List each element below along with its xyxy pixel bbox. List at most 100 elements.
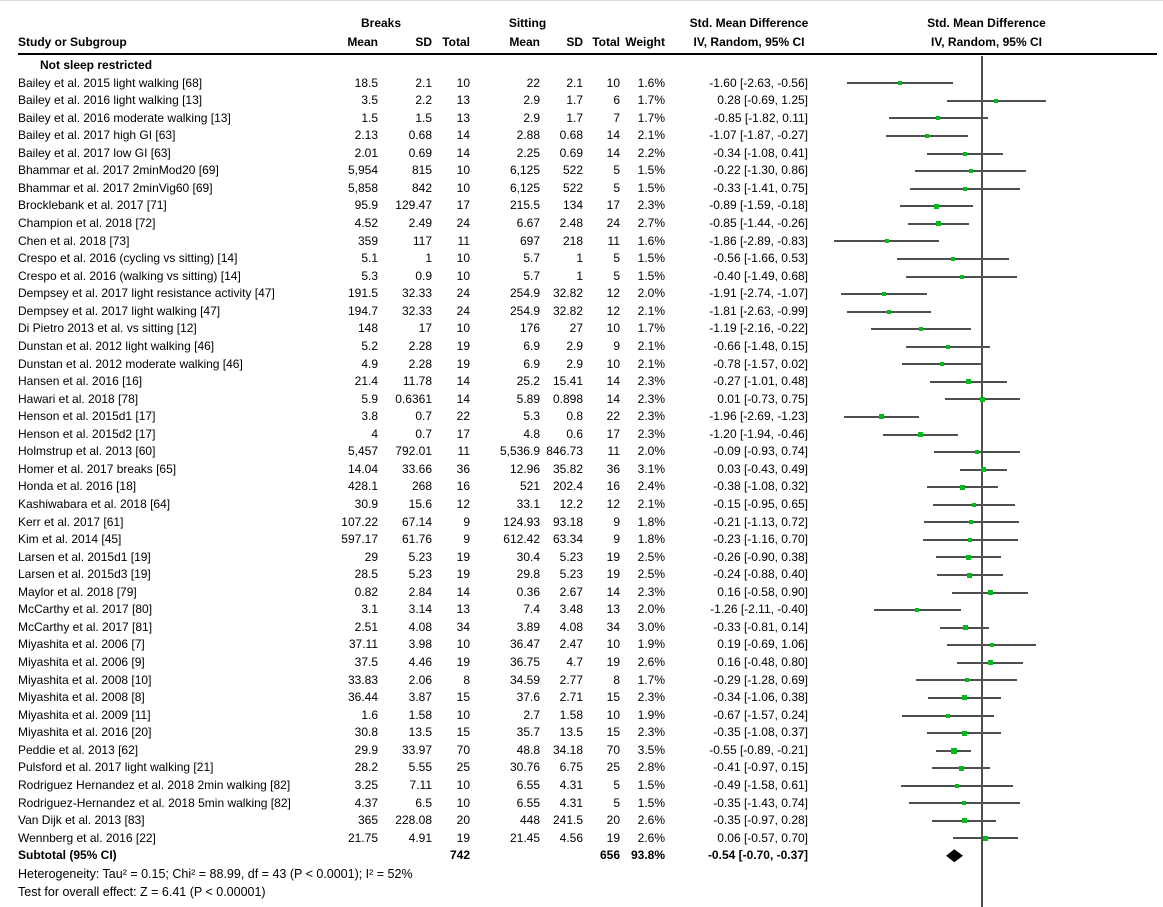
ci-plot-cell (810, 619, 1163, 637)
study-weight: 1.7% (637, 321, 665, 336)
breaks-mean: 2.51 (354, 619, 378, 634)
study-label: Peddie et al. 2013 [62] (18, 742, 139, 757)
point-estimate-marker (879, 414, 884, 420)
study-weight: 1.5% (637, 777, 665, 792)
sitting-sd: 4.08 (559, 619, 583, 634)
sitting-total: 16 (606, 479, 620, 494)
breaks-total: 10 (456, 75, 470, 90)
study-weight: 1.5% (637, 268, 665, 283)
ci-plot-cell (810, 514, 1163, 532)
smd-ci-text: -0.56 [-1.66, 0.53] (713, 251, 808, 266)
sitting-sd: 134 (562, 198, 583, 213)
study-row: McCarthy et al. 2017 [80] 3.1 3.14 13 7.4 3.4… (0, 601, 1163, 619)
sitting-total: 5 (613, 163, 620, 178)
ci-plot-cell (810, 566, 1163, 584)
subgroup-label: Not sleep restricted (40, 58, 153, 72)
breaks-mean: 1.5 (361, 110, 378, 125)
sitting-sd: 3.48 (559, 602, 583, 617)
sitting-sd: 5.23 (559, 567, 583, 582)
ci-plot-cell (810, 320, 1163, 338)
ci-plot-cell (810, 145, 1163, 163)
ci-plot-cell (810, 830, 1163, 848)
breaks-mean: 428.1 (347, 479, 378, 494)
breaks-sd: 129.47 (395, 198, 432, 213)
smd-ci-text: -0.40 [-1.49, 0.68] (713, 268, 808, 283)
smd-ci-text: -0.78 [-1.57, 0.02] (713, 356, 808, 371)
sitting-sd: 1.58 (559, 707, 583, 722)
breaks-total: 15 (456, 690, 470, 705)
subtotal-row: Subtotal (95% CI) 742 656 93.8% -0.54 [-0.70… (0, 847, 1163, 865)
study-weight: 2.5% (637, 567, 665, 582)
breaks-total: 10 (456, 251, 470, 266)
sitting-total: 15 (606, 690, 620, 705)
sitting-sd: 32.82 (552, 303, 583, 318)
sitting-sd: 0.898 (552, 391, 583, 406)
study-row: Dunstan et al. 2012 light walking [46] 5.… (0, 338, 1163, 356)
ci-plot-cell (810, 197, 1163, 215)
breaks-total: 24 (456, 303, 470, 318)
ci-plot-cell (810, 215, 1163, 233)
point-estimate-marker (946, 344, 951, 349)
point-estimate-marker (961, 730, 967, 736)
smd-ci-text: -0.24 [-0.88, 0.40] (713, 567, 808, 582)
breaks-mean: 5.2 (361, 338, 378, 353)
study-label: Miyashita et al. 2008 [8] (18, 690, 145, 705)
point-estimate-marker (882, 292, 886, 297)
study-row: Miyashita et al. 2008 [8] 36.44 3.87 15 37.6… (0, 689, 1163, 707)
study-weight: 2.6% (637, 655, 665, 670)
smd-ci-text: -0.33 [-0.81, 0.14] (713, 619, 808, 634)
ci-plot-cell (810, 584, 1163, 602)
breaks-sd: 5.23 (408, 567, 432, 582)
study-label: Holmstrup et al. 2013 [60] (18, 444, 156, 459)
smd-ci-text: -0.33 [-1.41, 0.75] (713, 180, 808, 195)
sitting-mean: 25.2 (516, 374, 540, 389)
study-row: Bailey et al. 2016 light walking [13] 3.5… (0, 92, 1163, 110)
study-weight: 2.3% (637, 690, 665, 705)
sitting-mean: 5.89 (516, 391, 540, 406)
smd-ci-text: -0.22 [-1.30, 0.86] (713, 163, 808, 178)
smd-ci-text: -0.35 [-0.97, 0.28] (713, 813, 808, 828)
study-row: Crespo et al. 2016 (walking vs sitting) … (0, 268, 1163, 286)
sitting-mean: 3.89 (516, 619, 540, 634)
sitting-mean: 176 (519, 321, 540, 336)
study-row: Bhammar et al. 2017 2minVig60 [69] 5,858 8… (0, 180, 1163, 198)
sitting-sd: 4.31 (559, 795, 583, 810)
breaks-total: 12 (456, 497, 470, 511)
smd-ci-text: 0.03 [-0.43, 0.49] (717, 461, 808, 476)
ci-plot-cell (810, 110, 1163, 128)
ci-plot-cell (810, 338, 1163, 356)
sitting-mean: 22 (526, 75, 540, 90)
sitting-sd: 202.4 (552, 479, 583, 494)
smd-ci-text: -0.41 [-0.97, 0.15] (713, 760, 808, 775)
sitting-mean: 30.76 (509, 760, 540, 775)
smd-ci-text: -0.89 [-1.59, -0.18] (709, 198, 808, 213)
ci-plot-cell (810, 285, 1163, 303)
effect-column-subtitle: IV, Random, 95% CI (693, 35, 805, 49)
subtotal-sitting-total: 656 (599, 848, 620, 863)
sitting-sd: 0.6 (566, 426, 583, 441)
breaks-sd: 2.2 (415, 93, 432, 108)
sitting-sd: 4.7 (566, 655, 583, 670)
point-estimate-marker (987, 590, 993, 596)
study-row: Kerr et al. 2017 [61] 107.22 67.14 9 124.93 9… (0, 514, 1163, 532)
breaks-total: 10 (456, 321, 470, 336)
breaks-total: 25 (456, 760, 470, 775)
study-label: Kerr et al. 2017 [61] (18, 514, 124, 529)
breaks-mean: 5.3 (361, 268, 378, 283)
breaks-total: 70 (456, 742, 470, 757)
breaks-mean: 3.5 (361, 93, 378, 108)
breaks-sd: 67.14 (401, 514, 432, 529)
breaks-sd: 2.28 (408, 338, 432, 353)
breaks-sd: 1.5 (415, 110, 432, 125)
group-header-breaks: Breaks (360, 16, 402, 30)
sitting-total: 5 (613, 795, 620, 810)
breaks-total: 22 (456, 409, 470, 424)
sitting-sd: 2.9 (566, 338, 583, 353)
sitting-total: 11 (607, 233, 620, 248)
study-label: Kim et al. 2014 [45] (18, 532, 122, 547)
smd-ci-text: 0.16 [-0.58, 0.90] (717, 584, 808, 599)
point-estimate-marker (965, 379, 971, 385)
smd-ci-text: -0.34 [-1.06, 0.38] (713, 690, 808, 705)
sitting-mean: 36.47 (509, 637, 540, 652)
point-estimate-marker (884, 239, 889, 244)
